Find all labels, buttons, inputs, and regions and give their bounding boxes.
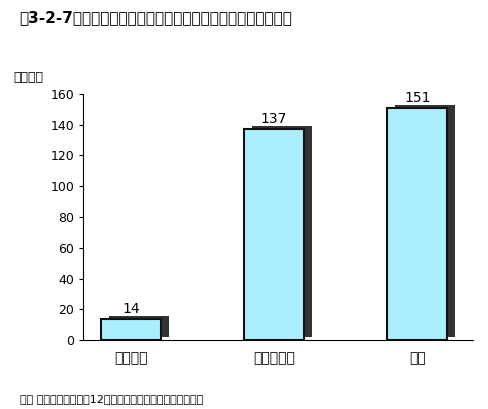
Bar: [387, 108, 447, 340]
Text: （件数）: （件数）: [13, 71, 43, 84]
Text: 第3-2-7図　国立試験研究機関における任期付研究員採用件数: 第3-2-7図 国立試験研究機関における任期付研究員採用件数: [20, 10, 292, 25]
Text: 137: 137: [261, 112, 287, 126]
Text: 151: 151: [404, 90, 430, 105]
Bar: [244, 129, 304, 340]
Bar: [109, 316, 169, 337]
Bar: [252, 126, 312, 337]
Bar: [101, 319, 161, 340]
Bar: [395, 105, 455, 337]
Text: 14: 14: [122, 301, 140, 316]
Text: 注） 採用実績は、平成12年２月１日までの累計数である。: 注） 採用実績は、平成12年２月１日までの累計数である。: [20, 394, 203, 404]
